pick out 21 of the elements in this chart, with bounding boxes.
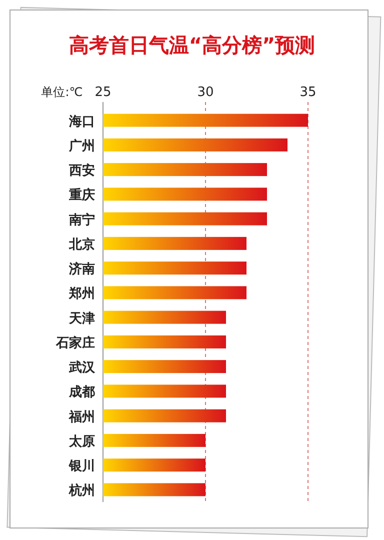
y-tick-label: 海口 (68, 114, 95, 130)
y-tick-label: 广州 (68, 138, 95, 154)
y-tick-label: 太原 (68, 434, 95, 450)
y-tick-label: 成都 (68, 385, 95, 400)
chart-title: 高考首日气温“高分榜”预测 (68, 33, 316, 57)
x-tick-label: 25 (94, 85, 112, 100)
x-tick-label: 35 (300, 85, 316, 100)
y-tick-label: 北京 (68, 236, 95, 252)
y-tick-label: 南宁 (68, 212, 95, 228)
y-tick-label: 银川 (68, 459, 95, 474)
y-tick-label: 武汉 (68, 360, 96, 376)
y-tick-label: 济南 (68, 261, 95, 278)
y-tick-label: 石家庄 (55, 334, 95, 351)
y-tick-label: 福州 (68, 408, 95, 425)
x-axis-title: 单位:℃ (41, 85, 83, 99)
x-tick-label: 30 (197, 85, 214, 100)
y-tick-label: 重庆 (68, 187, 95, 204)
y-tick-label: 郑州 (68, 286, 95, 302)
y-tick-label: 天津 (68, 311, 95, 326)
y-tick-label: 西安 (68, 162, 95, 179)
y-tick-label: 杭州 (68, 482, 95, 499)
